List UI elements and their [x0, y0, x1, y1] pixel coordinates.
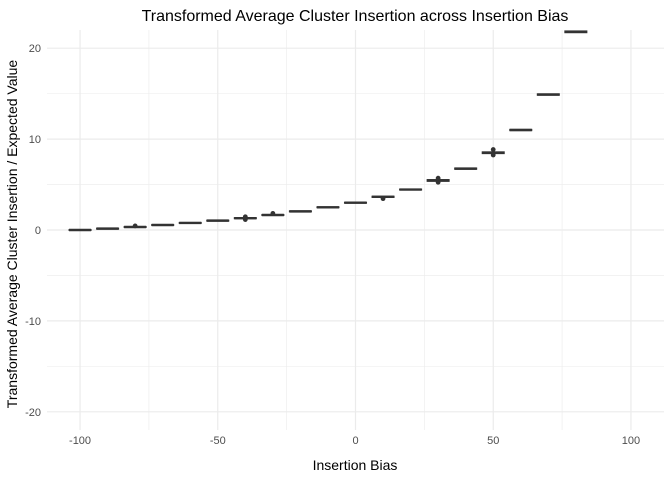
y-tick-label: 10: [29, 134, 41, 146]
box: [481, 147, 505, 158]
box: [123, 223, 147, 229]
y-tick-label: -10: [25, 316, 41, 328]
box: [206, 219, 230, 222]
y-tick-label: 0: [35, 225, 41, 237]
box: [454, 167, 478, 170]
box: [564, 30, 588, 34]
box: [399, 188, 423, 191]
box: [178, 221, 202, 225]
box: [151, 223, 175, 227]
outlier-point: [435, 179, 441, 185]
box-layer: [68, 30, 588, 232]
outlier-point: [490, 147, 496, 152]
box: [426, 175, 450, 185]
outlier-point: [380, 196, 386, 202]
y-axis-title: Transformed Average Cluster Insertion / …: [4, 60, 20, 409]
x-axis-title: Insertion Bias: [313, 457, 398, 473]
box: [343, 201, 368, 204]
x-tick-label: 0: [352, 435, 358, 447]
box: [509, 128, 533, 132]
box: [261, 211, 285, 217]
outlier-point: [242, 214, 248, 220]
box: [68, 228, 92, 232]
chart-title: Transformed Average Cluster Insertion ac…: [142, 8, 569, 25]
outlier-point: [435, 175, 441, 181]
outlier-point: [490, 152, 496, 158]
y-tick-label: 20: [29, 43, 41, 55]
outlier-point: [132, 223, 138, 229]
y-tick-label: -20: [25, 407, 41, 419]
outlier-point: [270, 211, 276, 216]
box: [233, 214, 257, 222]
x-tick-label: -50: [210, 435, 226, 447]
box: [316, 206, 340, 209]
x-tick-label: 100: [622, 435, 640, 447]
x-tick-label: -100: [69, 435, 91, 447]
box: [371, 195, 395, 202]
box: [536, 93, 560, 96]
grid-layer: [47, 30, 664, 430]
box: [96, 227, 120, 230]
x-tick-label: 50: [487, 435, 499, 447]
box: [288, 210, 312, 213]
